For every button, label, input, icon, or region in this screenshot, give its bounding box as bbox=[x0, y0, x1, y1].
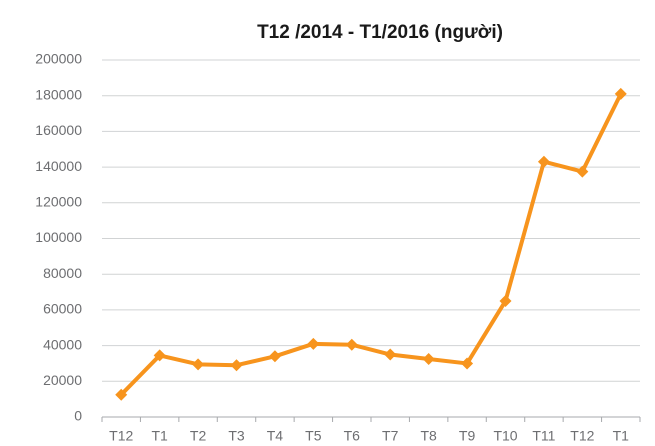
marker bbox=[345, 338, 358, 351]
marker bbox=[499, 294, 512, 307]
marker bbox=[268, 350, 281, 363]
marker bbox=[422, 352, 435, 365]
x-tick-label: T7 bbox=[382, 428, 399, 444]
y-tick-label: 80000 bbox=[43, 265, 82, 281]
x-tick-label: T11 bbox=[532, 428, 555, 444]
marker bbox=[537, 155, 550, 168]
marker bbox=[614, 87, 627, 100]
marker bbox=[307, 337, 320, 350]
x-tick-label: T5 bbox=[305, 428, 322, 444]
y-tick-label: 180000 bbox=[35, 86, 82, 102]
y-tick-label: 20000 bbox=[43, 372, 82, 388]
marker bbox=[576, 165, 589, 178]
x-tick-label: T1 bbox=[151, 428, 168, 444]
x-tick-label: T8 bbox=[420, 428, 437, 444]
y-tick-label: 160000 bbox=[35, 122, 82, 138]
y-tick-label: 40000 bbox=[43, 336, 82, 352]
x-tick-label: T4 bbox=[267, 428, 284, 444]
y-tick-label: 120000 bbox=[35, 194, 82, 210]
y-tick-label: 0 bbox=[74, 408, 82, 424]
chart-title: T12 /2014 - T1/2016 (người) bbox=[257, 22, 503, 43]
marker bbox=[192, 358, 205, 371]
marker bbox=[230, 359, 243, 372]
x-tick-label: T12 bbox=[570, 428, 594, 444]
y-tick-label: 100000 bbox=[35, 229, 82, 245]
marker bbox=[115, 388, 128, 401]
y-tick-label: 60000 bbox=[43, 301, 82, 317]
line bbox=[119, 93, 623, 397]
x-tick-label: T12 bbox=[109, 428, 133, 444]
y-tick-label: 140000 bbox=[35, 158, 82, 174]
marker bbox=[384, 348, 397, 361]
x-tick-label: T1 bbox=[613, 428, 630, 444]
marker bbox=[153, 349, 166, 362]
x-tick-label: T10 bbox=[493, 428, 517, 444]
y-tick-label: 200000 bbox=[35, 51, 82, 67]
marker bbox=[461, 357, 474, 370]
x-tick-label: T9 bbox=[459, 428, 476, 444]
x-tick-label: T2 bbox=[190, 428, 207, 444]
x-tick-label: T3 bbox=[228, 428, 245, 444]
x-tick-label: T6 bbox=[344, 428, 361, 444]
